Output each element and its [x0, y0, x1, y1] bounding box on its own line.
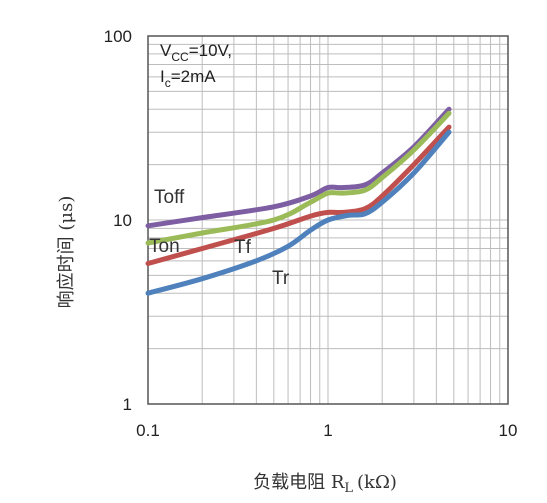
- series-layer: [145, 106, 452, 296]
- series-label-tr: Tr: [272, 268, 290, 289]
- series-line-tf: [145, 110, 452, 246]
- annotation-ic: Ic=2mA: [160, 67, 216, 90]
- series-label-tf: Tf: [234, 237, 252, 258]
- annotation-vcc: VCC=10V,: [160, 41, 232, 64]
- x-axis-title: 负载电阻 RL (kΩ): [253, 472, 397, 496]
- y-tick-label: 1: [123, 395, 132, 414]
- x-tick-label: 0.1: [136, 421, 160, 440]
- series-label-ton: Ton: [149, 236, 180, 257]
- y-axis-title: 响应时间 (μs): [56, 196, 77, 309]
- x-tick-label: 1: [323, 421, 332, 440]
- x-tick-label: 10: [499, 421, 518, 440]
- y-tick-label: 100: [104, 27, 132, 46]
- series-label-toff: Toff: [154, 187, 185, 208]
- plot-frame: [147, 35, 509, 405]
- y-tick-label: 10: [113, 211, 132, 230]
- series-line-toff: [145, 106, 452, 229]
- series-line-tr: [145, 129, 452, 296]
- series-line-ton: [145, 124, 452, 266]
